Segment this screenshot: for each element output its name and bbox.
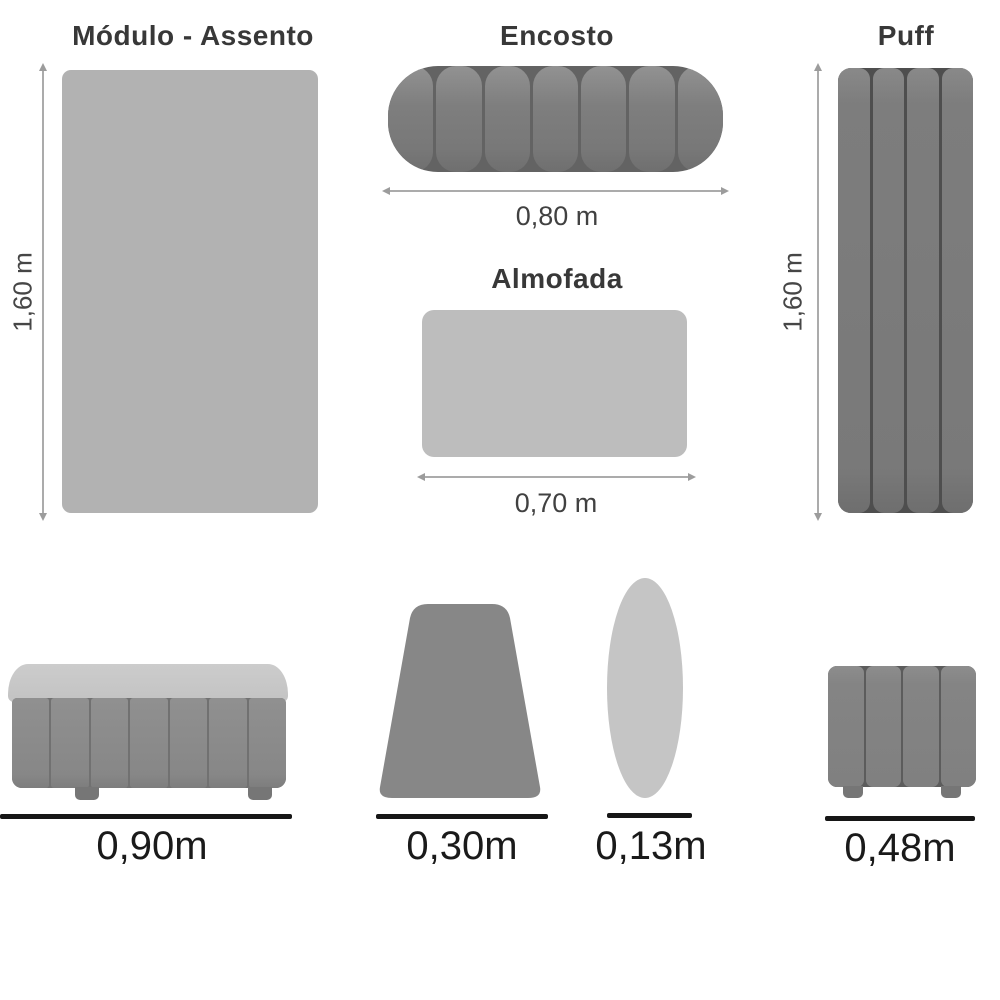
channel-segment xyxy=(940,666,976,787)
channel-segment xyxy=(12,698,50,788)
channel-segment xyxy=(872,68,904,513)
channel-segment xyxy=(828,666,864,787)
channel-segment xyxy=(581,66,627,172)
bench-cushion-shape xyxy=(8,664,288,702)
channel-segment xyxy=(388,66,434,172)
channel-segment xyxy=(209,698,247,788)
trapezoid-cushion-shape xyxy=(379,604,541,798)
channel-segment xyxy=(484,66,530,172)
bench-width-measure-line xyxy=(0,814,292,819)
modulo-height-dimension-line xyxy=(39,63,47,521)
bench-right-foot xyxy=(248,787,272,800)
modulo-assento-title: Módulo - Assento xyxy=(72,20,314,51)
arrow-up-icon xyxy=(814,63,822,71)
channel-segment xyxy=(907,68,939,513)
roll-cushion-shape xyxy=(607,578,683,798)
encosto-width-label: 0,80 m xyxy=(515,201,599,231)
arrow-down-icon xyxy=(814,513,822,521)
channel-segment xyxy=(677,66,723,172)
bench-base-shape xyxy=(12,698,286,788)
modulo-assento-shape xyxy=(62,70,318,513)
puff-height-dimension-line xyxy=(814,63,822,521)
channel-segment xyxy=(90,698,129,788)
encosto-width-dimension-line xyxy=(382,187,729,195)
channel-segment xyxy=(838,68,870,513)
almofada-width-dimension-line xyxy=(417,473,696,481)
trapezoid-width-label: 0,30m xyxy=(406,824,518,868)
channel-segment xyxy=(629,66,675,172)
channel-segment xyxy=(436,66,482,172)
almofada-title: Almofada xyxy=(491,263,623,294)
mini-puff-left-foot xyxy=(843,786,863,798)
mini-puff-right-foot xyxy=(941,786,961,798)
puff-height-label: 1,60 m xyxy=(777,252,808,332)
channel-segment xyxy=(169,698,208,788)
trapezoid-width-measure-line xyxy=(376,814,548,819)
arrow-down-icon xyxy=(39,513,47,521)
puff-shape xyxy=(838,68,973,513)
mini-puff-width-label: 0,48m xyxy=(844,826,956,870)
arrow-right-icon xyxy=(688,473,696,481)
arrow-right-icon xyxy=(721,187,729,195)
bench-width-label: 0,90m xyxy=(96,824,208,868)
arrow-up-icon xyxy=(39,63,47,71)
channel-segment xyxy=(941,68,973,513)
channel-segment xyxy=(865,666,901,787)
arrow-left-icon xyxy=(382,187,390,195)
arrow-left-icon xyxy=(417,473,425,481)
mini-puff-width-measure-line xyxy=(825,816,975,821)
channel-segment xyxy=(903,666,939,787)
encosto-title: Encosto xyxy=(500,20,614,51)
roll-width-measure-line xyxy=(607,813,692,818)
almofada-shape xyxy=(422,310,687,457)
bench-left-foot xyxy=(75,787,99,800)
modulo-height-label: 1,60 m xyxy=(7,252,38,332)
roll-width-label: 0,13m xyxy=(595,824,707,868)
channel-segment xyxy=(51,698,89,788)
almofada-width-label: 0,70 m xyxy=(514,488,598,518)
encosto-shape xyxy=(388,66,723,172)
channel-segment xyxy=(248,698,286,788)
channel-segment xyxy=(130,698,168,788)
channel-segment xyxy=(532,66,579,172)
puff-title: Puff xyxy=(877,20,935,51)
mini-puff-shape xyxy=(828,666,976,787)
